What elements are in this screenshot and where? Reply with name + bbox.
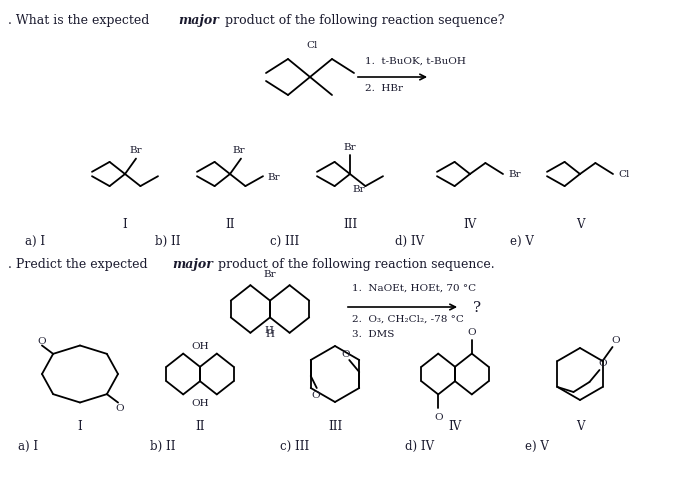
Text: Br: Br xyxy=(343,143,356,151)
Text: product of the following reaction sequence.: product of the following reaction sequen… xyxy=(214,257,495,271)
Text: V: V xyxy=(576,217,584,230)
Text: Br: Br xyxy=(233,146,245,155)
Text: c) III: c) III xyxy=(280,439,309,452)
Text: Cl: Cl xyxy=(619,170,630,179)
Text: O: O xyxy=(341,350,349,359)
Text: O: O xyxy=(116,403,124,412)
Text: Br: Br xyxy=(268,172,280,182)
Text: III: III xyxy=(343,217,357,230)
Text: Ḣ: Ḣ xyxy=(264,326,273,335)
Text: a) I: a) I xyxy=(18,439,38,452)
Text: O: O xyxy=(312,391,320,400)
Text: . Predict the expected: . Predict the expected xyxy=(8,257,151,271)
Text: II: II xyxy=(195,419,205,432)
Text: O: O xyxy=(434,412,443,421)
Text: b) II: b) II xyxy=(150,439,176,452)
Text: I: I xyxy=(122,217,127,230)
Text: ?: ? xyxy=(473,301,481,314)
Text: H: H xyxy=(266,330,274,338)
Text: d) IV: d) IV xyxy=(395,235,424,247)
Text: d) IV: d) IV xyxy=(405,439,434,452)
Text: e) V: e) V xyxy=(525,439,549,452)
Text: c) III: c) III xyxy=(270,235,299,247)
Text: major: major xyxy=(178,14,219,27)
Text: O: O xyxy=(468,327,476,336)
Text: O: O xyxy=(598,359,607,368)
Text: I: I xyxy=(78,419,82,432)
Text: IV: IV xyxy=(448,419,462,432)
Text: a) I: a) I xyxy=(25,235,45,247)
Text: V: V xyxy=(576,419,584,432)
Text: Br: Br xyxy=(352,184,365,194)
Text: Br: Br xyxy=(508,170,521,179)
Text: IV: IV xyxy=(463,217,477,230)
Text: 2.  O₃, CH₂Cl₂, -78 °C: 2. O₃, CH₂Cl₂, -78 °C xyxy=(352,314,464,323)
Text: III: III xyxy=(328,419,342,432)
Text: O: O xyxy=(611,336,620,345)
Text: II: II xyxy=(225,217,235,230)
Text: b) II: b) II xyxy=(155,235,180,247)
Text: OH: OH xyxy=(191,341,209,350)
Text: Cl: Cl xyxy=(306,42,318,50)
Text: Br: Br xyxy=(130,146,143,155)
Text: major: major xyxy=(172,257,213,271)
Text: 3.  DMS: 3. DMS xyxy=(352,329,394,338)
Text: . What is the expected: . What is the expected xyxy=(8,14,153,27)
Text: Br: Br xyxy=(264,270,276,279)
Text: 1.  NaOEt, HOEt, 70 °C: 1. NaOEt, HOEt, 70 °C xyxy=(352,284,476,292)
Text: e) V: e) V xyxy=(510,235,534,247)
Text: O: O xyxy=(38,336,46,345)
Text: OH: OH xyxy=(191,398,209,408)
Text: 2.  HBr: 2. HBr xyxy=(365,84,403,93)
Text: 1.  t-BuOK, t-BuOH: 1. t-BuOK, t-BuOH xyxy=(365,57,466,66)
Text: product of the following reaction sequence?: product of the following reaction sequen… xyxy=(221,14,504,27)
